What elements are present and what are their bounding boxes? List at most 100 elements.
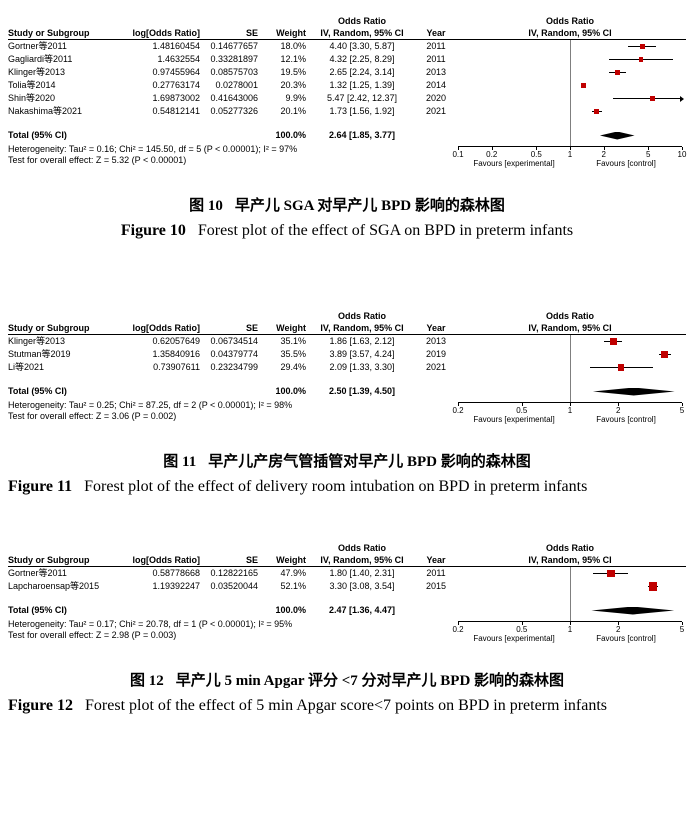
column-header-row: Study or Subgroup log[Odds Ratio] SE Wei… — [8, 554, 686, 567]
study-rows: Klinger等2013 0.62057649 0.06734514 35.1% 1.8… — [8, 335, 686, 374]
caption-zh-label: 图 11 — [163, 454, 197, 470]
col-header-se: SE — [245, 323, 258, 333]
odds-ratio-ci-text: 3.30 [3.08, 3.54] — [329, 581, 395, 591]
odds-ratio-plot-group-header: Odds Ratio — [545, 311, 594, 321]
x-axis: 0.2 0.5 1 2 5 Favours [experimental] Favours [… — [452, 398, 686, 428]
study-row: Gortner等2011 1.48160454 0.14677657 18.0% 4.4… — [8, 40, 686, 53]
figure-12-block: Odds Ratio Odds Ratio Study or Subgroup … — [8, 543, 686, 716]
axis-tick-label: 0.2 — [452, 406, 464, 415]
col-header-study: Study or Subgroup — [8, 28, 90, 38]
weight-value: 35.5% — [280, 349, 306, 359]
spacer-cell — [258, 16, 306, 27]
weight-value: 18.0% — [280, 41, 306, 51]
confidence-interval-line — [612, 98, 682, 99]
year-value: 2021 — [425, 362, 447, 372]
spacer-cell — [108, 385, 200, 398]
axis-line — [458, 146, 682, 147]
col-header-weight: Weight — [276, 323, 306, 333]
caption-zh-text: 早产儿产房气管插管对早产儿 BPD 影响的森林图 — [208, 454, 531, 470]
plot-footer: Heterogeneity: Tau² = 0.16; Chi² = 145.5… — [8, 142, 686, 172]
spacer-cell — [418, 16, 454, 27]
axis-line — [458, 621, 682, 622]
favours-control-label: Favours [control] — [596, 415, 656, 424]
total-weight: 100.0% — [275, 386, 306, 396]
plot-footer: Heterogeneity: Tau² = 0.17; Chi² = 20.78… — [8, 617, 686, 647]
spacer-cell — [8, 16, 108, 27]
odds-ratio-ci-text: 1.32 [1.25, 1.39] — [329, 80, 395, 90]
spacer-cell — [200, 16, 258, 27]
axis-tick — [458, 147, 459, 150]
axis-tick — [618, 403, 620, 406]
axis-tick — [648, 147, 650, 150]
ci-plot-cell — [454, 335, 686, 348]
effect-estimate-marker — [638, 57, 644, 62]
spacer-cell — [258, 311, 306, 322]
effect-estimate-marker — [639, 43, 645, 50]
log-odds-ratio-value: 1.48160454 — [152, 41, 200, 51]
total-diamond-cell — [454, 385, 686, 398]
odds-ratio-plot-group-header: Odds Ratio — [545, 543, 594, 553]
caption-english: Figure 12 Forest plot of the effect of 5 … — [8, 696, 686, 716]
year-value: 2019 — [425, 349, 447, 359]
caption-en-label: Figure 11 — [8, 478, 73, 495]
spacer-cell — [108, 604, 200, 617]
col-header-study: Study or Subgroup — [8, 323, 90, 333]
odds-ratio-ci-text: 1.80 [1.40, 2.31] — [329, 568, 395, 578]
caption-en-text: Forest plot of the effect of SGA on BPD … — [197, 222, 574, 239]
study-row: Nakashima等2021 0.54812141 0.05277326 20.1% 1… — [8, 105, 686, 118]
weight-value: 20.1% — [280, 106, 306, 116]
spacer-cell — [418, 604, 454, 617]
study-name: Shin等2020 — [8, 93, 56, 103]
heterogeneity-text: Heterogeneity: Tau² = 0.16; Chi² = 145.5… — [8, 144, 298, 154]
axis-tick-label: 1 — [567, 406, 573, 415]
col-header-iv-ci: IV, Random, 95% CI — [320, 323, 404, 333]
spacer-cell — [8, 543, 108, 554]
study-row: Klinger等2013 0.62057649 0.06734514 35.1% 1.8… — [8, 335, 686, 348]
col-header-iv-ci: IV, Random, 95% CI — [320, 28, 404, 38]
axis-tick — [491, 147, 493, 150]
log-odds-ratio-value: 1.19392247 — [152, 581, 200, 591]
caption-zh-label: 图 12 — [129, 673, 164, 689]
ci-plot-cell — [454, 40, 686, 53]
standard-error-value: 0.05277326 — [210, 106, 258, 116]
ci-plot-cell — [454, 92, 686, 105]
study-name: Gortner等2011 — [8, 41, 67, 51]
overall-effect-text: Test for overall effect: Z = 2.98 (P = 0… — [8, 630, 177, 640]
year-value: 2011 — [426, 41, 446, 51]
weight-value: 12.1% — [280, 54, 306, 64]
overall-effect-text: Test for overall effect: Z = 3.06 (P = 0… — [8, 411, 177, 421]
spacer-cell — [108, 16, 200, 27]
forest-plot-11: Odds Ratio Odds Ratio Study or Subgroup … — [8, 311, 686, 428]
standard-error-value: 0.12822165 — [210, 568, 258, 578]
odds-ratio-ci-text: 5.47 [2.42, 12.37] — [326, 93, 398, 103]
col-header-year: Year — [426, 323, 446, 333]
odds-ratio-ci-text: 1.73 [1.56, 1.92] — [329, 106, 395, 116]
weight-value: 52.1% — [280, 581, 306, 591]
study-name: Lapcharoensap等2015 — [8, 581, 100, 591]
axis-tick-label: 5 — [679, 625, 685, 634]
ci-plot-cell — [454, 580, 686, 593]
axis-tick — [570, 147, 571, 150]
ci-plot-cell — [454, 348, 686, 361]
col-header-iv-ci-plot: IV, Random, 95% CI — [528, 555, 612, 565]
total-row: Total (95% CI) 100.0% 2.50 [1.39, 4.50] — [8, 385, 686, 398]
year-value: 2011 — [426, 54, 446, 64]
study-rows: Gortner等2011 1.48160454 0.14677657 18.0% 4.4… — [8, 40, 686, 118]
statistics-block: Heterogeneity: Tau² = 0.17; Chi² = 20.78… — [8, 617, 454, 647]
study-name: Klinger等2013 — [8, 67, 66, 77]
year-value: 2011 — [426, 568, 446, 578]
log-odds-ratio-value: 1.69873002 — [152, 93, 200, 103]
weight-value: 35.1% — [280, 336, 306, 346]
axis-tick — [458, 622, 459, 625]
year-value: 2020 — [425, 93, 447, 103]
spacer-cell — [200, 604, 258, 617]
spacer-cell — [8, 311, 108, 322]
odds-ratio-ci-text: 1.86 [1.63, 2.12] — [329, 336, 395, 346]
weight-value: 20.3% — [280, 80, 306, 90]
total-odds-ratio-ci: 2.64 [1.85, 3.77] — [328, 130, 396, 140]
axis-tick-label: 2 — [616, 625, 621, 634]
effect-estimate-marker — [614, 69, 621, 76]
study-name: Tolia等2014 — [8, 80, 56, 90]
total-odds-ratio-ci: 2.47 [1.36, 4.47] — [328, 605, 396, 615]
axis-tick-label: 1 — [567, 625, 573, 634]
